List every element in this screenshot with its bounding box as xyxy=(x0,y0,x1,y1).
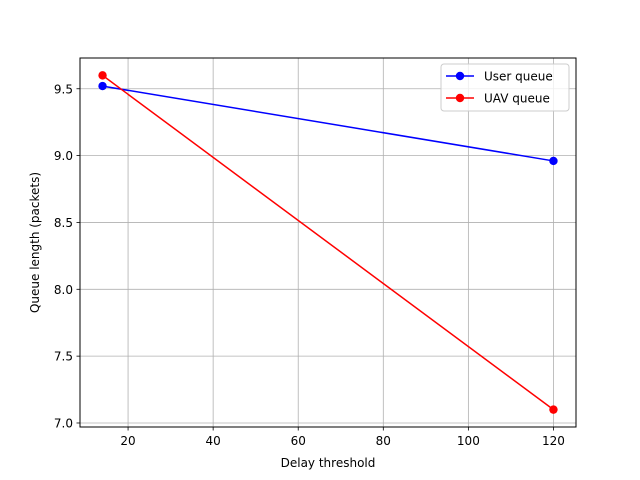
series-point-1 xyxy=(98,71,107,80)
y-tick-label: 7.5 xyxy=(54,350,73,364)
x-tick-label: 100 xyxy=(457,434,480,448)
series-point-0 xyxy=(98,81,107,91)
plot-series xyxy=(98,71,558,414)
x-tick-label: 60 xyxy=(291,434,306,448)
y-tick-label: 7.0 xyxy=(54,416,73,430)
series-point-0 xyxy=(549,156,558,166)
grid xyxy=(80,58,576,427)
y-tick-label: 9.5 xyxy=(54,82,73,96)
x-axis-title: Delay threshold xyxy=(281,456,376,470)
legend-label: UAV queue xyxy=(484,92,550,106)
x-tick-label: 80 xyxy=(376,434,391,448)
x-tick-label: 20 xyxy=(120,434,135,448)
legend-label: User queue xyxy=(484,70,553,84)
legend-marker xyxy=(455,93,465,103)
legend: User queue UAV queue xyxy=(440,63,570,112)
x-tick-label: 120 xyxy=(542,434,565,448)
plot-frame xyxy=(79,57,577,428)
y-tick-label: 8.5 xyxy=(54,216,73,230)
axis-ticks: 20 40 60 80 100 120 7.0 7.5 8.0 8.5 9.0 9.5 xyxy=(54,82,565,448)
series-point-1 xyxy=(549,405,558,414)
series-line-0 xyxy=(102,85,554,162)
legend-marker xyxy=(455,71,465,81)
y-tick-label: 9.0 xyxy=(54,149,73,163)
series-line-1 xyxy=(102,74,554,411)
y-axis-title: Queue length (packets) xyxy=(28,172,42,313)
x-tick-label: 40 xyxy=(206,434,221,448)
y-tick-label: 8.0 xyxy=(54,283,73,297)
